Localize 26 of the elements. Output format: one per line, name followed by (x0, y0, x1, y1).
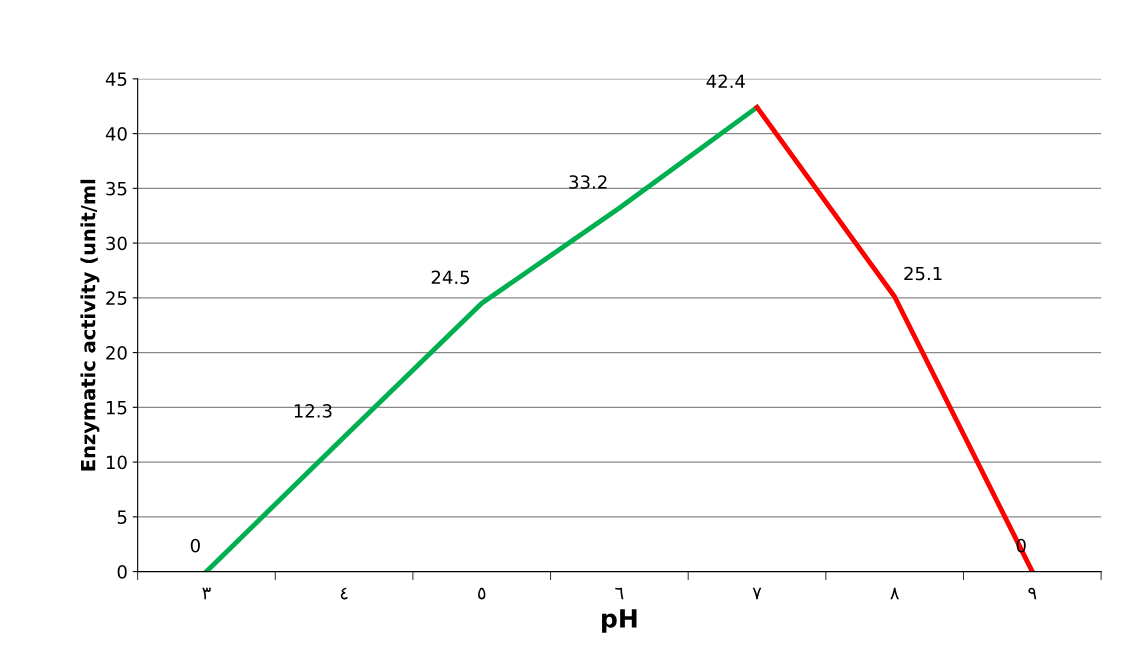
data-label: 24.5 (431, 270, 470, 285)
data-label: 25.1 (904, 266, 942, 281)
x-tick-label: ٥ (478, 587, 486, 600)
y-axis-title: Enzymatic activity (unit/ml (80, 179, 100, 471)
x-axis-title: pH (602, 609, 637, 633)
y-tick-label: 40 (105, 127, 127, 141)
y-tick-label: 10 (106, 455, 127, 470)
y-tick-label: 15 (106, 401, 127, 415)
x-tick-label: ٣ (202, 587, 211, 600)
y-tick-label: 35 (106, 181, 127, 196)
x-tick-label: ٧ (752, 587, 762, 600)
y-tick-label: 5 (117, 510, 127, 524)
x-tick-label: ٤ (340, 587, 348, 600)
x-tick-label: ٦ (615, 587, 624, 600)
y-tick-label: 20 (106, 346, 127, 360)
data-label: 12.3 (294, 404, 332, 418)
y-tick-label: 25 (106, 291, 127, 305)
x-tick-label: ٨ (890, 587, 899, 600)
y-tick-label: 0 (117, 565, 127, 579)
data-label: 42.4 (706, 74, 745, 88)
x-tick-label: ٩ (1028, 587, 1037, 600)
data-label: 0 (190, 538, 200, 553)
data-label: 33.2 (569, 175, 607, 189)
data-label: 0 (1016, 538, 1026, 553)
y-tick-label: 30 (106, 236, 127, 251)
y-tick-label: 45 (105, 72, 127, 86)
